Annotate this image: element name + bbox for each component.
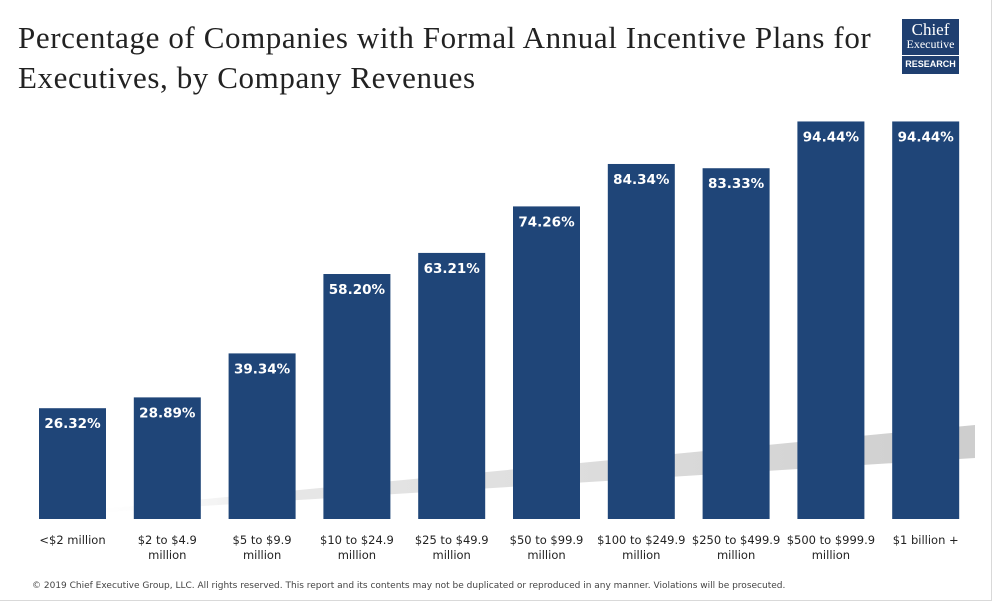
bar-2 [228,353,296,519]
bar-6 [607,163,675,520]
copyright-footer: © 2019 Chief Executive Group, LLC. All r… [32,581,786,591]
category-label-1: $2 to $4.9 million [138,533,197,562]
bar-value-label-7: 83.33% [708,176,765,192]
bar-value-label-4: 63.21% [424,261,481,277]
category-label-9: $1 billion + [893,533,959,547]
bar-7 [702,168,770,519]
bar-value-label-0: 26.32% [44,416,101,432]
category-label-5: $50 to $99.9 million [510,533,584,562]
category-label-8: $500 to $999.9 million [787,533,875,562]
bar-1 [133,397,201,519]
bar-4 [418,252,486,520]
logo-line-1: Chief [911,20,950,39]
bar-8 [797,121,865,520]
category-label-2: $5 to $9.9 million [233,533,292,562]
chief-executive-research-logo: Chief Executive RESEARCH [902,19,959,74]
category-label-6: $100 to $249.9 million [597,533,685,562]
bar-value-label-9: 94.44% [898,129,955,145]
category-label-4: $25 to $49.9 million [415,533,489,562]
bar-value-label-2: 39.34% [234,361,291,377]
bar-value-label-3: 58.20% [329,282,386,298]
logo-line-3: RESEARCH [902,55,959,70]
bar-value-label-5: 74.26% [518,214,575,230]
bar-0 [39,408,106,519]
category-label-3: $10 to $24.9 million [320,533,394,562]
category-label-0: <$2 million [39,533,105,547]
bar-value-label-1: 28.89% [139,405,196,421]
category-label-7: $250 to $499.9 million [692,533,780,562]
logo-line-2: Executive [906,37,955,51]
chart-title: Percentage of Companies with Formal Annu… [18,20,872,95]
bar-value-label-6: 84.34% [613,172,670,188]
bar-9 [892,121,960,520]
bar-3 [323,274,391,519]
bar-value-label-8: 94.44% [803,129,860,145]
bar-5 [513,206,580,519]
